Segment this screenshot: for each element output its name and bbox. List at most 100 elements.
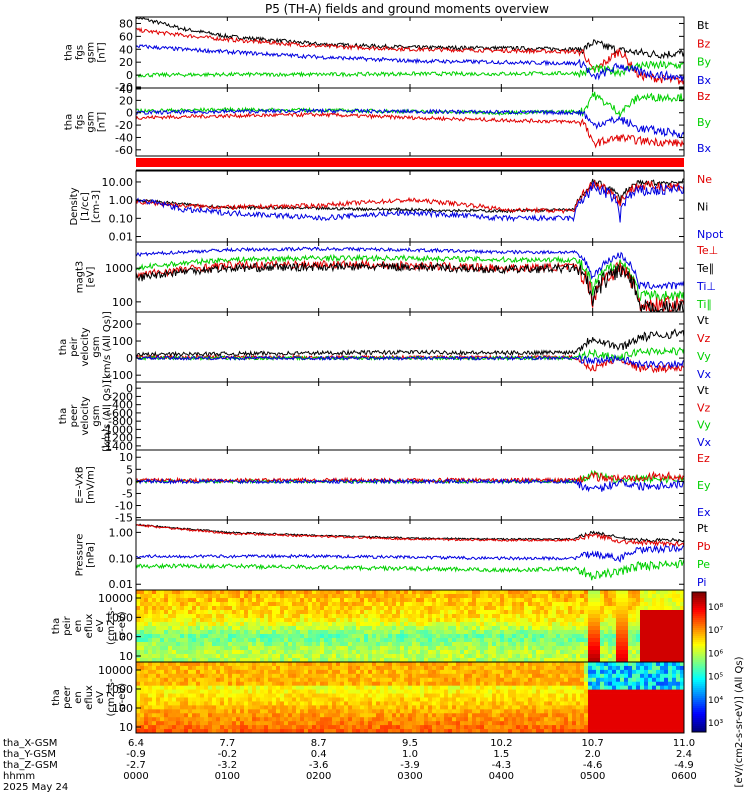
axis-row-value: 2.4 <box>676 749 692 760</box>
series-fgs_gsm-Bz <box>136 26 684 85</box>
legend-Ti∥: Ti∥ <box>696 298 712 311</box>
ylabel-line: fgs <box>75 114 86 129</box>
legend-Pe: Pe <box>697 558 710 571</box>
legend-Ex: Ex <box>697 506 711 519</box>
ylabel-line: velocity <box>80 327 91 366</box>
ytick-label: 0.01 <box>109 231 134 244</box>
ytick-label: 10 <box>119 721 133 734</box>
series-peir_velocity-Vx <box>136 353 684 369</box>
ytick-label: 0 <box>126 107 133 120</box>
ytick-label: -40 <box>115 131 133 144</box>
ytick-label: -1200 <box>101 432 133 445</box>
ytick-label: 100 <box>112 631 133 644</box>
ylabel-line: fgs <box>75 45 86 60</box>
axis-row-value: 9.5 <box>402 738 418 749</box>
series-temperature-Ti∥ <box>136 253 684 303</box>
legend-Ne: Ne <box>697 173 712 186</box>
ylabel-line: tha <box>58 339 69 355</box>
axis-row-value: -4.9 <box>674 760 694 771</box>
legend-Vz: Vz <box>697 401 711 414</box>
ytick-label: -200 <box>108 390 133 403</box>
series-peir_velocity-Vy <box>136 346 684 362</box>
ylabel: tha peir en eflux eV (cm2-s-sr-eV) <box>51 607 128 645</box>
series-density-Ne <box>136 179 684 215</box>
ylabel: tha fgs gsm [nT] <box>64 42 108 63</box>
legend-Bt: Bt <box>697 19 710 32</box>
ylabel: E=-VxB [mV/m] <box>75 466 97 504</box>
panel-frame <box>135 381 685 451</box>
axis-row-value: 10.2 <box>490 738 512 749</box>
legend-Te∥: Te∥ <box>696 262 714 275</box>
ytick-label: 100 <box>112 296 133 309</box>
ylabel-line: gsm <box>91 405 102 426</box>
panel-frame <box>135 449 685 521</box>
ylabel-line: magt3 <box>75 261 86 294</box>
series-pressure-Pi <box>136 544 684 563</box>
series-temperature-Te∥ <box>136 260 684 312</box>
series-fgs_gsm-Bt <box>136 17 684 60</box>
series-fgs_gsm-By <box>136 59 684 78</box>
panel-frame <box>135 16 685 89</box>
legend-By: By <box>697 56 712 69</box>
panel-frame <box>135 661 685 734</box>
ylabel-line: [km/s (All Qs)] <box>102 311 113 383</box>
ytick-label: 10 <box>119 650 133 663</box>
ytick-label: 20 <box>119 94 133 107</box>
axis-row-value: 7.7 <box>219 738 235 749</box>
axis-row-value: -4.6 <box>583 760 603 771</box>
ytick-label: 5 <box>126 463 133 476</box>
ylabel-line: eflux <box>84 614 95 639</box>
status-bar <box>136 158 684 167</box>
ytick-label: -15 <box>115 512 133 525</box>
ytick-label: 1000 <box>105 262 133 275</box>
panel-density: 10.00 1.00 0.10 0.01 Density [1/cc] [cm-3] Ne Ni… <box>69 170 724 244</box>
series-pressure-Pe <box>136 559 684 581</box>
axis-row-value: 0000 <box>123 771 148 782</box>
ylabel-line: gsm <box>91 336 102 357</box>
axis-row-label: tha_X-GSM <box>3 738 57 749</box>
ylabel: tha peer velocity gsm [km/s (All Qs)] <box>58 380 113 452</box>
axis-row-value: 1.0 <box>402 749 418 760</box>
legend-Ey: Ey <box>697 479 711 492</box>
legend-Ez: Ez <box>697 452 710 465</box>
colorbar: 10⁸ 10⁷ 10⁶ 10⁵ 10⁴ 10³ [eV/(cm2-s-sr-eV)] (Al… <box>691 591 745 787</box>
ytick-label: 10000 <box>98 664 133 677</box>
ytick-label: 0 <box>126 352 133 365</box>
ylabel-line: [1/cc] <box>80 192 91 221</box>
panel-frame <box>135 311 685 383</box>
axis-row-value: -3.6 <box>309 760 329 771</box>
ylabel-line: [nT] <box>97 112 108 132</box>
colorbar-tick: 10⁸ <box>708 603 723 613</box>
legend-Vy: Vy <box>697 419 711 432</box>
panel-peir_en_eflux: 10000 1000 100 10 tha peir en eflux eV (cm2-s-sr-… <box>51 589 685 663</box>
axis-row-value: 2.0 <box>585 749 601 760</box>
series-fgs_gsm_2-Bz <box>136 111 684 149</box>
legend-Vx: Vx <box>697 436 712 449</box>
ylabel-line: [mV/m] <box>86 466 97 504</box>
ytick-label: 40 <box>119 43 133 56</box>
legend-Vx: Vx <box>697 368 712 381</box>
legend-Ni: Ni <box>697 201 708 214</box>
ytick-label: -100 <box>108 369 133 382</box>
axis-row-value: 0400 <box>489 771 514 782</box>
ylabel-line: eV <box>95 619 106 632</box>
ylabel-line: Pressure <box>75 534 86 577</box>
axis-row-value: 0500 <box>580 771 605 782</box>
ytick-label: 60 <box>119 30 133 43</box>
ylabel-line: peer <box>69 404 80 428</box>
legend-Te⊥: Te⊥ <box>696 244 718 257</box>
legend-Vt: Vt <box>697 384 710 397</box>
legend-Pb: Pb <box>697 540 711 553</box>
legend-Ti⊥: Ti⊥ <box>696 280 716 293</box>
colorbar-tick: 10⁵ <box>708 673 723 683</box>
ylabel-line: peer <box>62 685 73 709</box>
axis-row-value: 6.4 <box>128 738 144 749</box>
ylabel-line: eflux <box>84 685 95 710</box>
series-temperature-Ti⊥ <box>136 246 684 290</box>
colorbar-tick: 10⁴ <box>708 696 723 706</box>
ylabel: tha peir velocity gsm [km/s (All Qs)] <box>58 311 113 383</box>
legend-Pt: Pt <box>697 522 709 535</box>
ytick-label: 100 <box>112 335 133 348</box>
